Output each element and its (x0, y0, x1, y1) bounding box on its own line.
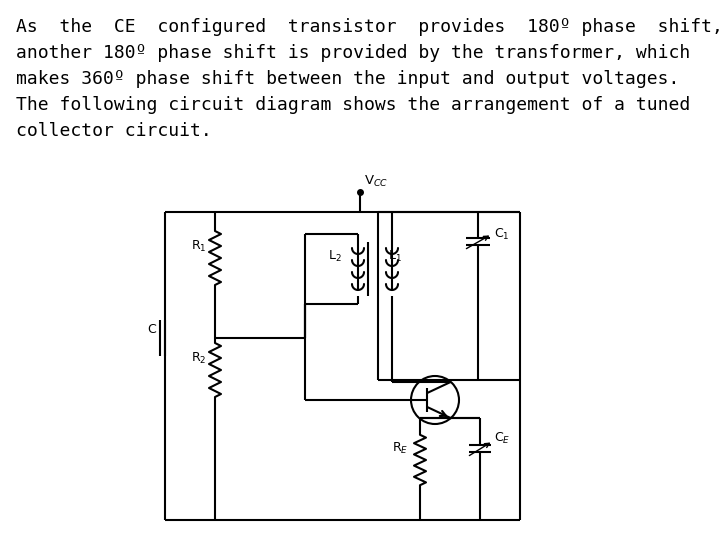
Text: V$_{CC}$: V$_{CC}$ (364, 174, 388, 189)
Text: L$_2$: L$_2$ (328, 249, 342, 264)
Text: As  the  CE  configured  transistor  provides  180º phase  shift,: As the CE configured transistor provides… (16, 18, 720, 36)
Text: L$_1$: L$_1$ (388, 249, 402, 264)
Text: makes 360º phase shift between the input and output voltages.: makes 360º phase shift between the input… (16, 70, 680, 88)
Text: R$_2$: R$_2$ (191, 351, 207, 366)
Text: C$_1$: C$_1$ (494, 227, 510, 242)
Text: collector circuit.: collector circuit. (16, 122, 212, 140)
Text: The following circuit diagram shows the arrangement of a tuned: The following circuit diagram shows the … (16, 96, 690, 114)
Text: C: C (147, 323, 156, 336)
Text: another 180º phase shift is provided by the transformer, which: another 180º phase shift is provided by … (16, 44, 690, 62)
Text: R$_E$: R$_E$ (392, 441, 408, 456)
Text: R$_1$: R$_1$ (191, 239, 207, 254)
Text: C$_E$: C$_E$ (494, 431, 510, 446)
